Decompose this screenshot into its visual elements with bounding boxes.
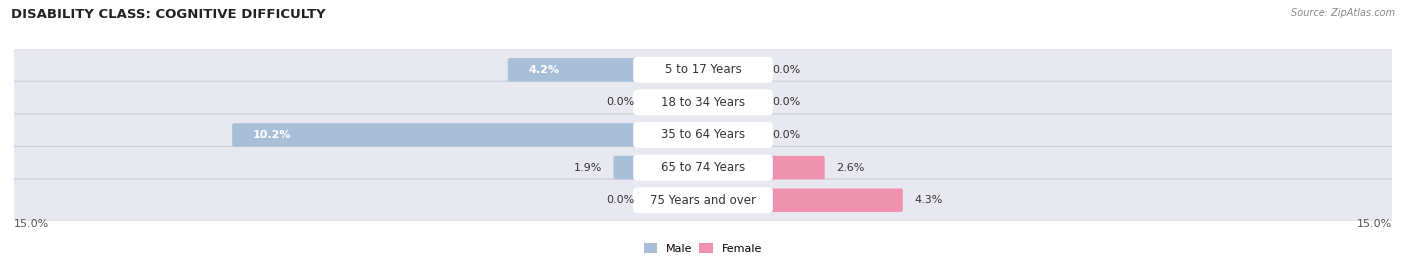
FancyBboxPatch shape — [232, 123, 706, 147]
Text: 15.0%: 15.0% — [14, 219, 49, 229]
FancyBboxPatch shape — [645, 188, 706, 212]
Legend: Male, Female: Male, Female — [644, 244, 762, 254]
Text: 0.0%: 0.0% — [606, 195, 634, 205]
Text: 10.2%: 10.2% — [253, 130, 291, 140]
Text: 1.9%: 1.9% — [574, 163, 602, 173]
FancyBboxPatch shape — [7, 179, 1399, 221]
Text: 0.0%: 0.0% — [772, 130, 800, 140]
Text: 18 to 34 Years: 18 to 34 Years — [661, 96, 745, 109]
FancyBboxPatch shape — [7, 114, 1399, 156]
FancyBboxPatch shape — [7, 146, 1399, 189]
FancyBboxPatch shape — [613, 156, 706, 179]
FancyBboxPatch shape — [7, 49, 1399, 91]
FancyBboxPatch shape — [633, 122, 773, 148]
Text: DISABILITY CLASS: COGNITIVE DIFFICULTY: DISABILITY CLASS: COGNITIVE DIFFICULTY — [11, 8, 326, 21]
FancyBboxPatch shape — [700, 58, 761, 82]
Text: 4.2%: 4.2% — [529, 65, 560, 75]
Text: 5 to 17 Years: 5 to 17 Years — [665, 63, 741, 76]
FancyBboxPatch shape — [700, 91, 761, 114]
Text: 2.6%: 2.6% — [837, 163, 865, 173]
Text: 75 Years and over: 75 Years and over — [650, 194, 756, 207]
FancyBboxPatch shape — [700, 123, 761, 147]
Text: 35 to 64 Years: 35 to 64 Years — [661, 129, 745, 141]
Text: Source: ZipAtlas.com: Source: ZipAtlas.com — [1291, 8, 1395, 18]
FancyBboxPatch shape — [633, 89, 773, 115]
FancyBboxPatch shape — [700, 156, 825, 179]
Text: 0.0%: 0.0% — [772, 65, 800, 75]
FancyBboxPatch shape — [508, 58, 706, 82]
FancyBboxPatch shape — [7, 81, 1399, 124]
Text: 0.0%: 0.0% — [606, 97, 634, 107]
Text: 4.3%: 4.3% — [914, 195, 942, 205]
FancyBboxPatch shape — [645, 91, 706, 114]
Text: 15.0%: 15.0% — [1357, 219, 1392, 229]
FancyBboxPatch shape — [633, 187, 773, 213]
Text: 65 to 74 Years: 65 to 74 Years — [661, 161, 745, 174]
FancyBboxPatch shape — [633, 155, 773, 181]
FancyBboxPatch shape — [633, 57, 773, 83]
FancyBboxPatch shape — [700, 188, 903, 212]
Text: 0.0%: 0.0% — [772, 97, 800, 107]
